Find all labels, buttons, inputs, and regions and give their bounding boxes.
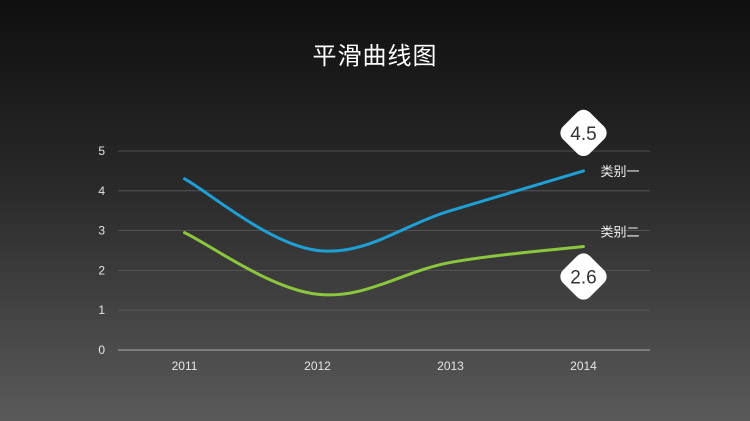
x-tick-label-2011: 2011 bbox=[172, 359, 198, 373]
x-tick-label-2013: 2013 bbox=[437, 359, 464, 373]
series-line-2 bbox=[183, 231, 585, 297]
value-callouts: 4.5 2.6 bbox=[560, 109, 607, 300]
series-line-1 bbox=[183, 169, 585, 253]
value-callout-2: 2.6 bbox=[560, 253, 607, 300]
y-tick-label-0: 0 bbox=[98, 343, 105, 357]
x-axis-tick-labels: 2011 2012 2013 2014 bbox=[172, 359, 598, 373]
y-tick-label-1: 1 bbox=[98, 303, 105, 317]
value-callout-1: 4.5 bbox=[560, 109, 607, 157]
y-tick-label-2: 2 bbox=[98, 263, 105, 277]
y-tick-label-4: 4 bbox=[98, 184, 105, 198]
series-lines bbox=[183, 169, 585, 297]
y-axis-tick-labels: 0 1 2 3 4 5 bbox=[98, 144, 105, 357]
value-callout-label: 4.5 bbox=[570, 124, 596, 145]
grid-lines bbox=[118, 150, 650, 351]
series-label-2: 类别二 bbox=[601, 226, 640, 241]
x-tick-label-2014: 2014 bbox=[570, 359, 597, 373]
y-tick-label-3: 3 bbox=[98, 224, 105, 238]
value-callout-badge bbox=[560, 109, 607, 157]
x-tick-label-2012: 2012 bbox=[304, 359, 331, 373]
value-callout-label: 2.6 bbox=[570, 268, 596, 289]
y-tick-label-5: 5 bbox=[98, 144, 105, 158]
value-callout-badge bbox=[560, 253, 607, 300]
chart-title: 平滑曲线图 bbox=[312, 42, 438, 70]
series-label-1: 类别一 bbox=[601, 165, 640, 180]
